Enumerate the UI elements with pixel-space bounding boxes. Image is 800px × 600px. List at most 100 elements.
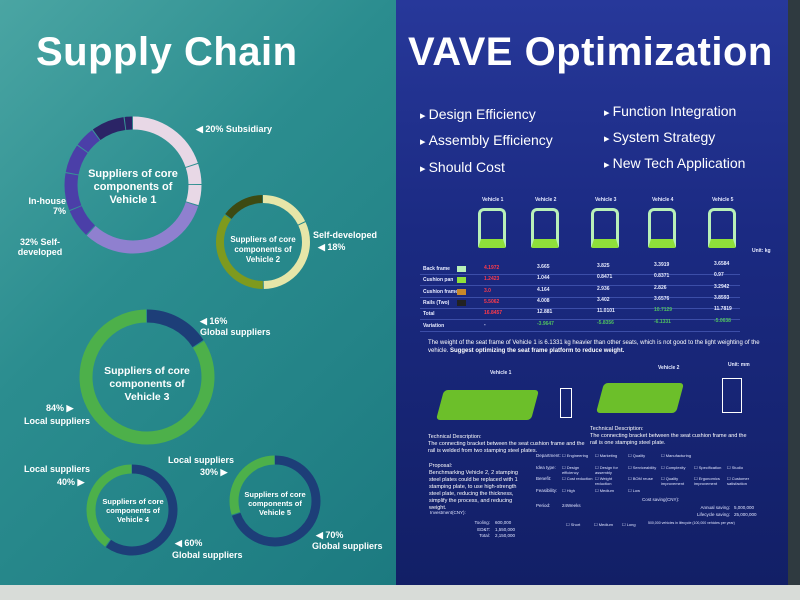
bullet-design-efficiency: Design Efficiency <box>420 106 536 122</box>
form-checkbox[interactable]: ☐ Design efficiency <box>562 465 580 475</box>
form-checkbox[interactable]: ☐ Weight reduction <box>595 476 613 486</box>
v1-subsidiary: ◀ 20% Subsidiary <box>196 124 272 134</box>
period-value: 24Weeks <box>562 503 581 508</box>
donut-1-segment <box>64 116 202 254</box>
row-label: Back frame <box>423 266 450 272</box>
vehicle-header: Vehicle 4 <box>652 197 674 203</box>
form-checkbox[interactable]: ☐ Serviceability <box>628 465 657 470</box>
donut-4-segment <box>86 464 178 556</box>
donut-5-label: Suppliers of core components of Vehicle … <box>244 490 306 517</box>
table-cell: -5.0638 <box>714 317 731 324</box>
v3-global-pct: ◀ 16% <box>200 316 228 326</box>
form-checkbox[interactable]: ☐ Marketing <box>595 453 618 458</box>
tech-desc-2: Technical Description: The connecting bra… <box>590 426 747 446</box>
unit-label: Unit: kg <box>752 248 771 254</box>
form-checkbox[interactable]: ☐ Low <box>628 488 641 493</box>
vehicle-header: Vehicle 3 <box>595 197 617 203</box>
table-cell: 2.826 <box>654 284 667 291</box>
row-divider <box>420 274 740 275</box>
table-cell: 3.6584 <box>714 261 730 267</box>
donut-3-segment <box>79 309 215 445</box>
v3-global: Global suppliers <box>200 327 271 337</box>
diagram-v1-label: Vehicle 1 <box>490 370 512 376</box>
bullet-should-cost: Should Cost <box>420 159 505 175</box>
form-checkbox[interactable]: ☐ Design for assembly <box>595 465 618 475</box>
donut-5-segment <box>229 455 321 547</box>
form-checkbox[interactable]: ☐ Engineering <box>562 453 589 458</box>
row-divider <box>420 307 740 309</box>
table-cell: 3.3919 <box>654 262 670 268</box>
form-checkbox[interactable]: ☐ Quality improvement <box>661 476 685 486</box>
saving-values: 5,000,000 25,000,000 <box>734 505 757 517</box>
form-checkbox[interactable]: ☐ Quality <box>628 453 646 458</box>
donut-1-segment <box>64 116 202 254</box>
table-cell: 12.881 <box>537 309 553 316</box>
table-cell: 3.825 <box>597 263 610 269</box>
table-cell: 16.8457 <box>484 310 503 317</box>
v2-pct: ◀ 18% <box>318 242 346 252</box>
cost-saving-label: Cost saving(CNY): <box>642 497 680 502</box>
v5-local-pct: 30% ▶ <box>200 467 228 477</box>
form-checkbox[interactable]: ☐ Cost reduction <box>562 476 593 481</box>
row-label: Rails (Two) <box>423 299 450 306</box>
table-cell: 0.8371 <box>654 273 670 280</box>
form-checkbox[interactable]: ☐ High <box>562 488 575 493</box>
profile-v2-sketch <box>722 378 742 413</box>
table-cell: 1.044 <box>537 275 550 282</box>
form-checkbox[interactable]: ☐ Customer satisfaction <box>727 476 750 486</box>
period-checkbox[interactable]: ☐ Medium <box>594 522 613 527</box>
row-divider <box>420 285 740 287</box>
tech-desc-1: Technical Description: The connecting bra… <box>428 434 585 454</box>
bracket-v1-image <box>435 390 540 420</box>
diagram-unit: Unit: mm <box>728 362 750 368</box>
saving-labels: Annual saving: Lifecycle saving: <box>696 505 730 517</box>
form-checkbox[interactable]: ☐ Studio <box>727 465 744 470</box>
v3-local-pct: 84% ▶ <box>46 403 74 413</box>
table-cell: 1.2423 <box>484 276 500 283</box>
donut-charts <box>64 116 321 556</box>
table-cell: 3.6576 <box>654 295 670 302</box>
form-checkbox[interactable]: ☐ Specification <box>694 465 722 470</box>
v3-local: Local suppliers <box>24 416 91 426</box>
v1-self-developed: 32% Self-developed <box>17 237 63 257</box>
form-checkbox[interactable]: ☐ Medium <box>595 488 614 493</box>
seat-frame-image <box>531 208 559 248</box>
table-cell: -3.9647 <box>537 320 554 327</box>
row-swatch <box>457 266 466 272</box>
bullet-new-tech: New Tech Application <box>604 155 746 171</box>
v1-inhouse: In-house 7% <box>28 196 67 216</box>
form-checkbox[interactable]: ☐ Manufacturing <box>661 453 692 458</box>
row-swatch <box>457 299 466 306</box>
row-divider <box>420 319 740 321</box>
donut-3-label: Suppliers of core components of Vehicle … <box>104 365 190 403</box>
table-cell: 0.8471 <box>597 274 613 281</box>
period-checkbox[interactable]: ☐ Long <box>622 522 636 527</box>
table-cell: 3.2942 <box>714 283 730 290</box>
v4-local-pct: 40% ▶ <box>57 477 85 487</box>
table-cell: - <box>484 321 486 328</box>
form-label: Feasibility: <box>536 488 558 493</box>
donut-1-segment <box>64 116 202 254</box>
form-checkbox[interactable]: ☐ Complexity <box>661 465 686 470</box>
table-cell: 0.97 <box>714 272 724 279</box>
form-checkbox[interactable]: ☐ BOM reuse <box>628 476 653 481</box>
table-cell: 3.665 <box>537 264 550 270</box>
investment-values: 600,000 1,550,000 2,150,000 <box>495 520 516 538</box>
table-cell: 11.0101 <box>597 308 615 315</box>
donut-3-segment <box>79 309 215 445</box>
donut-2-label: Suppliers of core components of Vehicle … <box>230 235 296 264</box>
form-checkbox[interactable]: ☐ Ergonomics improvement <box>694 476 720 486</box>
table-cell: 4.164 <box>537 286 550 293</box>
table-cell: 10.7129 <box>654 307 673 314</box>
vehicle-header: Vehicle 2 <box>535 197 557 203</box>
table-cell: 4.008 <box>537 297 550 304</box>
period-checkbox[interactable]: ☐ Short <box>566 522 581 527</box>
proposal: Proposal: Benchmarking Vehicle 2, 2 stamp… <box>429 463 518 511</box>
row-divider <box>420 296 740 298</box>
donut-4-label: Suppliers of core components of Vehicle … <box>102 497 164 524</box>
table-cell: 3.0 <box>484 287 491 294</box>
vehicle-header: Vehicle 5 <box>712 197 734 203</box>
table-cell: 4.1972 <box>484 265 500 271</box>
vehicle-header: Vehicle 1 <box>482 197 504 203</box>
table-cell: -5.8356 <box>597 319 614 326</box>
